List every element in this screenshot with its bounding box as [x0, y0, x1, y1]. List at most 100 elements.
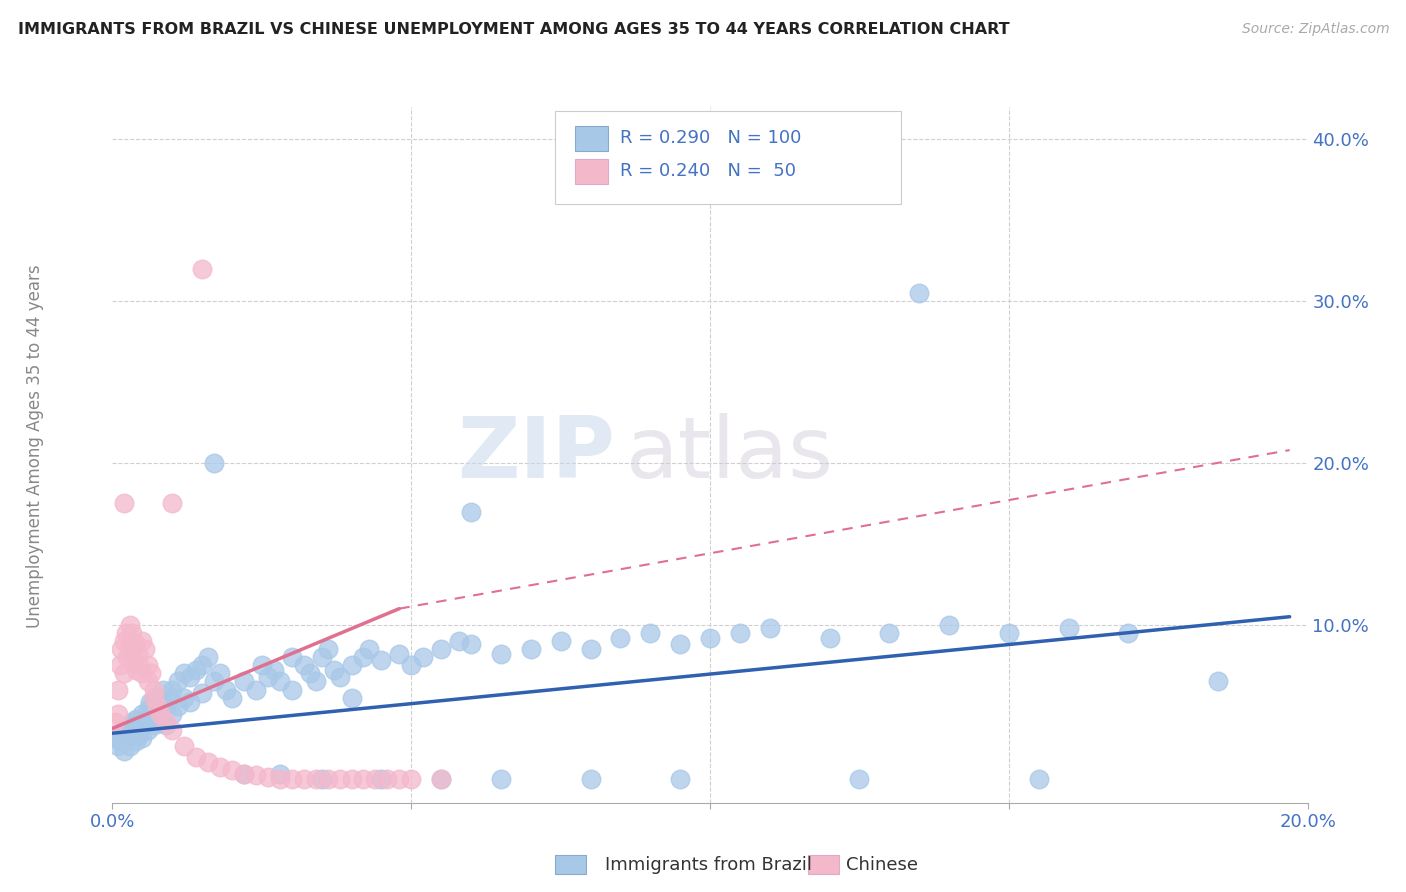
- Point: [340, 658, 363, 673]
- Point: [127, 647, 149, 661]
- Point: [107, 706, 129, 721]
- Point: [127, 718, 149, 732]
- FancyBboxPatch shape: [808, 855, 839, 874]
- Point: [221, 690, 243, 705]
- Point: [669, 637, 692, 651]
- Point: [232, 766, 256, 780]
- Point: [131, 706, 153, 721]
- Point: [162, 706, 183, 721]
- Point: [125, 637, 148, 651]
- Point: [269, 766, 291, 780]
- Point: [257, 670, 280, 684]
- Point: [316, 772, 339, 786]
- Point: [430, 772, 453, 786]
- Point: [122, 726, 145, 740]
- Point: [143, 690, 166, 705]
- Point: [322, 663, 344, 677]
- Point: [269, 674, 291, 689]
- Point: [149, 714, 172, 729]
- Point: [149, 706, 172, 721]
- Point: [114, 723, 135, 737]
- Point: [162, 723, 183, 737]
- Point: [197, 756, 219, 770]
- Point: [110, 728, 132, 742]
- Point: [132, 712, 155, 726]
- Point: [167, 674, 190, 689]
- Point: [263, 663, 285, 677]
- Point: [489, 772, 512, 786]
- Point: [728, 626, 751, 640]
- FancyBboxPatch shape: [575, 159, 609, 184]
- Point: [121, 714, 143, 729]
- Point: [401, 772, 423, 786]
- Point: [117, 650, 139, 665]
- Point: [328, 670, 352, 684]
- Point: [388, 647, 411, 661]
- Point: [460, 504, 482, 518]
- Point: [117, 731, 139, 745]
- Point: [120, 642, 142, 657]
- Point: [281, 772, 304, 786]
- Point: [107, 682, 129, 697]
- Point: [938, 617, 960, 632]
- Point: [128, 728, 150, 742]
- Point: [114, 496, 135, 510]
- Point: [340, 772, 363, 786]
- Point: [125, 663, 148, 677]
- Point: [108, 658, 131, 673]
- Point: [579, 642, 602, 657]
- Point: [232, 766, 256, 780]
- Point: [114, 634, 135, 648]
- Point: [162, 496, 183, 510]
- Point: [114, 744, 135, 758]
- Point: [460, 637, 482, 651]
- Point: [131, 731, 153, 745]
- Point: [173, 690, 195, 705]
- Point: [311, 772, 333, 786]
- Point: [125, 712, 148, 726]
- Point: [269, 772, 291, 786]
- Point: [328, 772, 352, 786]
- Point: [292, 658, 315, 673]
- Point: [121, 626, 143, 640]
- Point: [141, 714, 163, 729]
- Point: [818, 631, 841, 645]
- Point: [120, 718, 142, 732]
- Point: [108, 734, 131, 748]
- Point: [1057, 621, 1080, 635]
- Point: [609, 631, 631, 645]
- Point: [157, 690, 180, 705]
- Point: [699, 631, 721, 645]
- Point: [877, 626, 901, 640]
- Point: [370, 653, 392, 667]
- Point: [179, 696, 201, 710]
- Text: Unemployment Among Ages 35 to 44 years: Unemployment Among Ages 35 to 44 years: [27, 264, 44, 628]
- Point: [191, 658, 214, 673]
- Point: [197, 650, 219, 665]
- Point: [202, 456, 225, 470]
- Point: [138, 723, 160, 737]
- Point: [125, 734, 148, 748]
- Point: [281, 682, 304, 697]
- Point: [120, 739, 142, 754]
- Point: [340, 690, 363, 705]
- Point: [131, 666, 153, 681]
- Point: [669, 772, 692, 786]
- Text: R = 0.290   N = 100: R = 0.290 N = 100: [620, 129, 801, 147]
- Point: [1206, 674, 1229, 689]
- Point: [155, 718, 177, 732]
- Point: [149, 690, 172, 705]
- Point: [352, 772, 374, 786]
- Point: [105, 731, 128, 745]
- Text: R = 0.240   N =  50: R = 0.240 N = 50: [620, 162, 796, 180]
- Point: [298, 666, 321, 681]
- Point: [281, 650, 304, 665]
- Point: [352, 650, 374, 665]
- Point: [292, 772, 315, 786]
- Point: [162, 682, 183, 697]
- Point: [245, 682, 267, 697]
- Point: [257, 770, 280, 784]
- Point: [134, 718, 156, 732]
- Point: [152, 682, 174, 697]
- Point: [215, 682, 238, 697]
